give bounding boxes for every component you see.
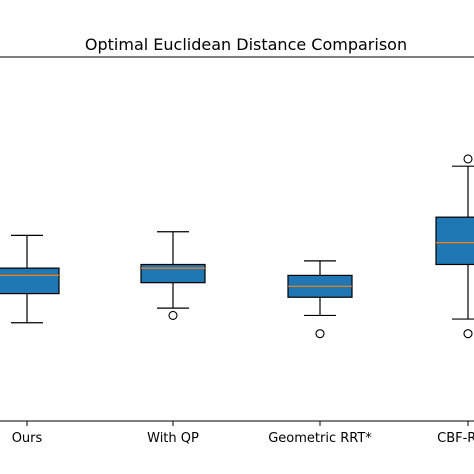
box-iqr [140,263,206,284]
outlier-point [168,310,178,320]
x-tick-label: Ours [12,431,43,446]
outlier-point [315,329,325,339]
box-iqr [0,267,60,295]
box-iqr [435,216,474,266]
outlier-point [463,329,473,339]
chart-title: Optimal Euclidean Distance Comparison [85,35,407,54]
x-tick-label: With QP [147,431,199,446]
outlier-point [463,154,473,164]
x-tick-label: CBF-RRT* [437,431,474,446]
box-series [0,154,474,339]
x-tick-label: Geometric RRT* [268,431,372,446]
plot-axes [0,56,474,422]
x-axis-ticks: Ours With QP Geometric RRT* CBF-RRT* [12,421,474,446]
